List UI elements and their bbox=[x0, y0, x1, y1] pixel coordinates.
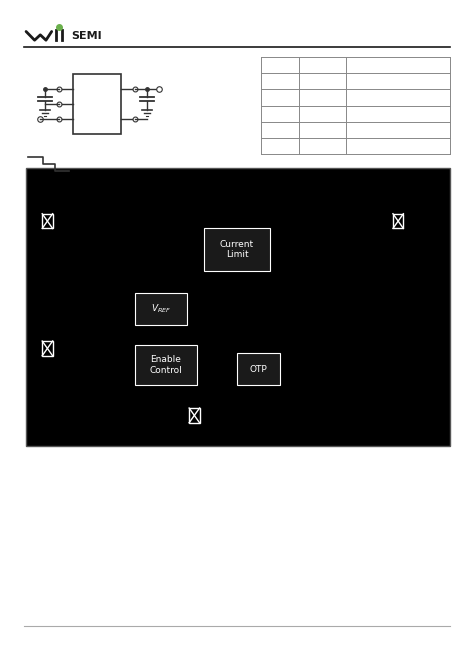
Text: OTP: OTP bbox=[249, 364, 267, 374]
Bar bbox=[189, 408, 200, 423]
Text: Current
Limit: Current Limit bbox=[220, 240, 254, 259]
Bar bbox=[42, 341, 53, 356]
Bar bbox=[73, 74, 121, 134]
Bar bbox=[135, 293, 187, 325]
Text: $V_{REF}$: $V_{REF}$ bbox=[151, 303, 171, 315]
Bar bbox=[237, 353, 280, 385]
Text: Enable
Control: Enable Control bbox=[149, 356, 182, 375]
Bar bbox=[135, 345, 197, 385]
Text: SEMI: SEMI bbox=[71, 31, 102, 40]
Bar bbox=[393, 214, 403, 228]
Bar bbox=[204, 228, 270, 271]
Bar bbox=[26, 168, 450, 446]
Bar bbox=[42, 214, 53, 228]
